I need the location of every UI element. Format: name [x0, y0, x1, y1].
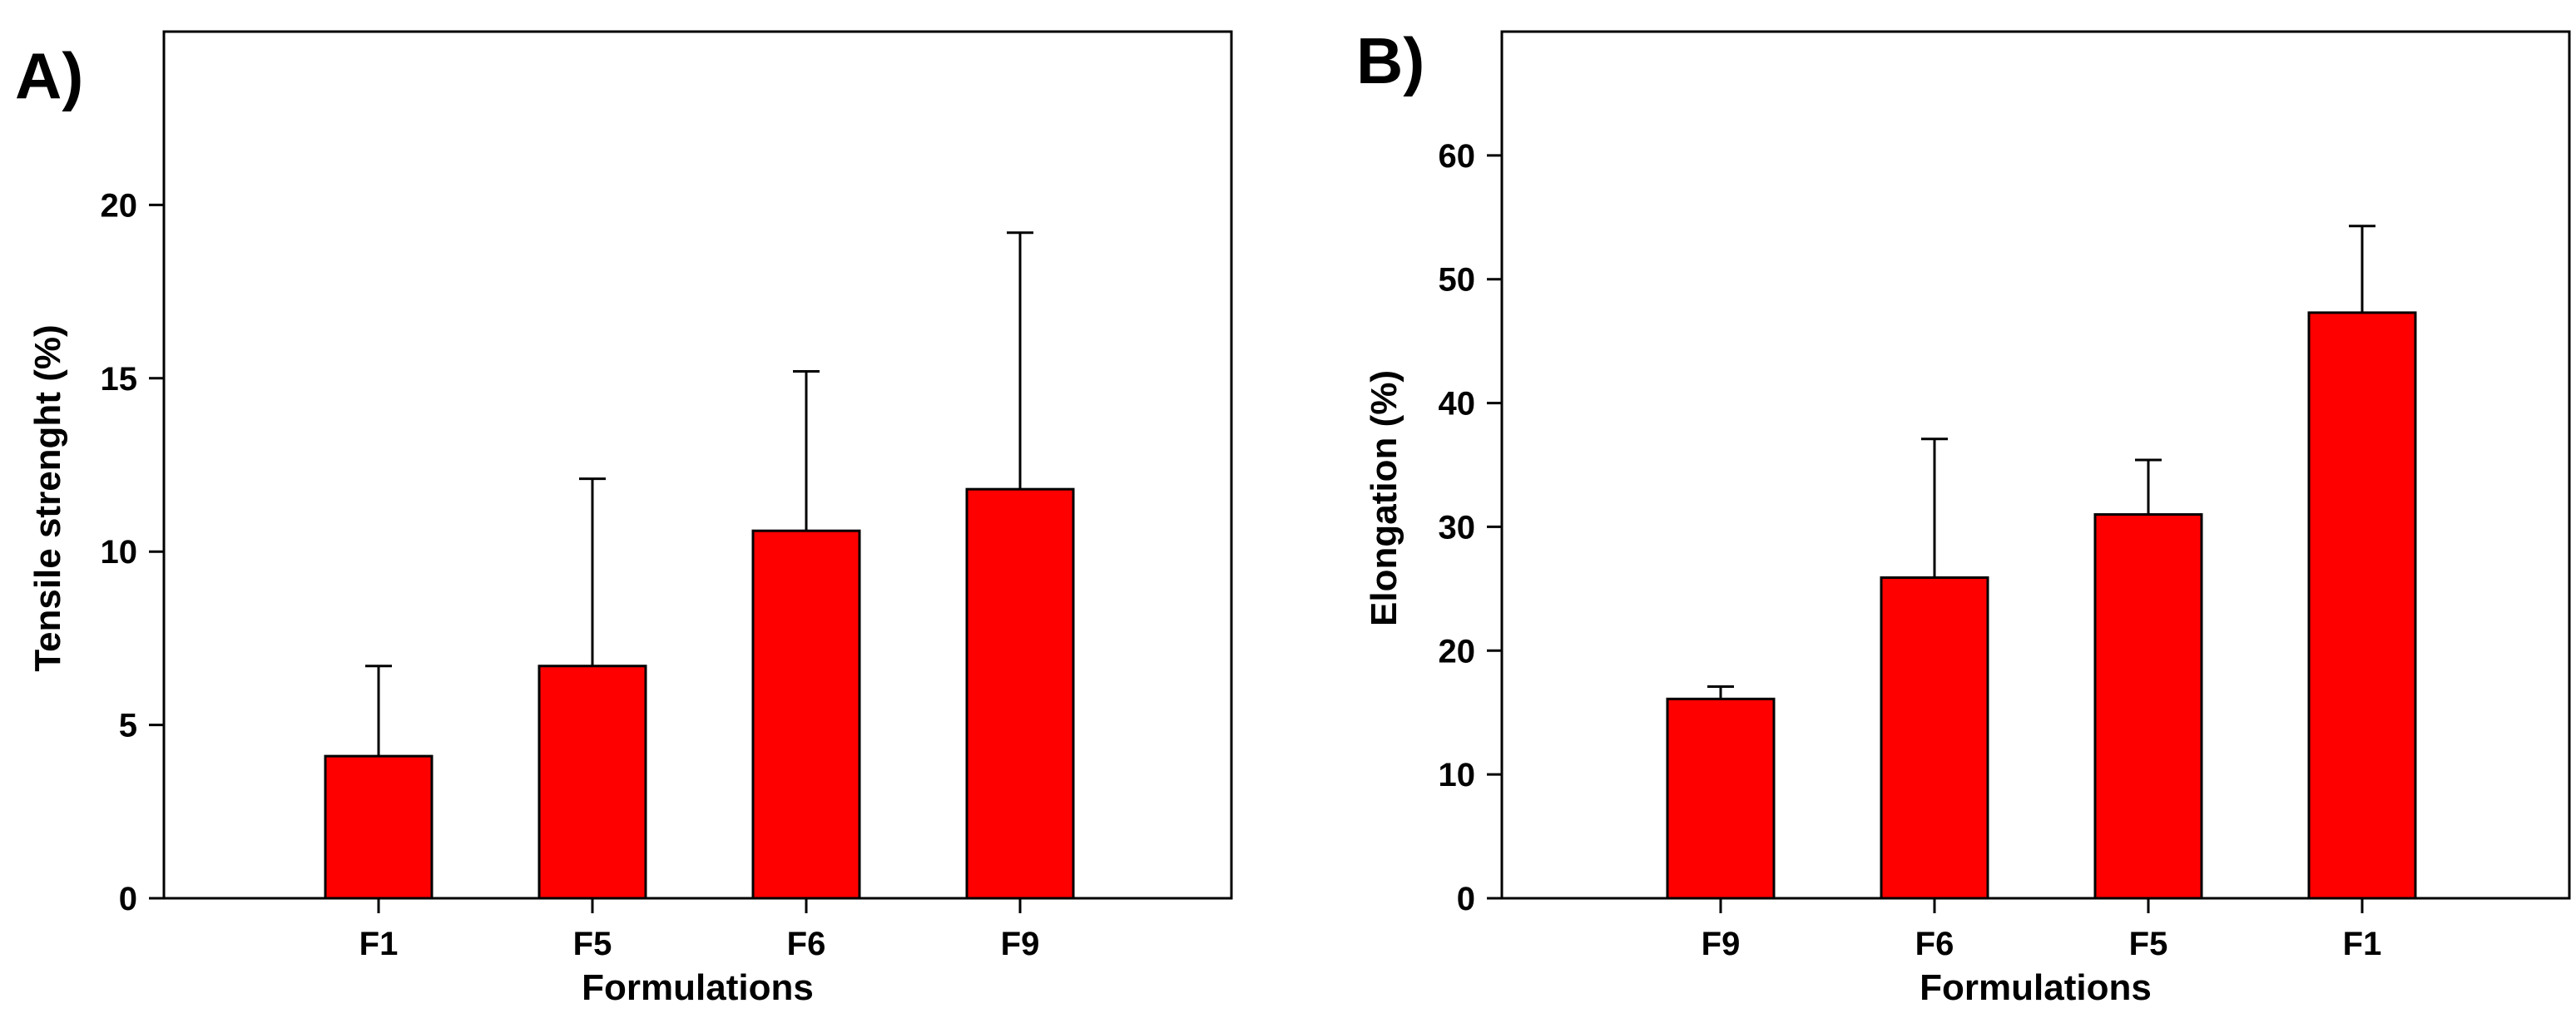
y-tick-label: 0 — [119, 881, 137, 917]
x-tick-label: F6 — [1915, 926, 1954, 962]
y-tick-label: 40 — [1439, 386, 1476, 423]
y-tick-label: 15 — [101, 361, 138, 398]
bar — [537, 665, 647, 900]
y-tick-label: 10 — [1439, 757, 1476, 793]
x-tick-label: F9 — [1702, 926, 1741, 962]
x-tick-label: F5 — [2129, 926, 2168, 962]
x-tick-label: F6 — [787, 926, 826, 962]
y-tick-label: 10 — [101, 534, 138, 571]
bar — [1666, 697, 1776, 900]
bar — [2093, 513, 2203, 900]
x-axis-title: Formulations — [582, 967, 814, 1008]
bar — [324, 754, 433, 900]
y-tick-label: 50 — [1439, 262, 1476, 299]
panel-label: B) — [1356, 24, 1424, 97]
y-tick-label: 30 — [1439, 509, 1476, 546]
bar — [965, 487, 1075, 900]
y-axis-title: Tensile strenght (%) — [27, 324, 68, 671]
panel-a-tensile-strength: A) 0 5 10 15 20 F1 F5 F6 F9 Formulations Tensile st… — [15, 30, 1233, 1008]
panel-label: A) — [15, 39, 83, 112]
y-axis-title: Elongation (%) — [1364, 370, 1404, 626]
plot-frame — [1500, 30, 2571, 900]
bar — [751, 529, 861, 900]
x-tick-label: F1 — [359, 926, 399, 962]
y-tick-label: 20 — [101, 187, 138, 224]
y-tick-label: 0 — [1457, 881, 1475, 917]
y-tick-label: 5 — [119, 708, 137, 744]
x-tick-label: F1 — [2343, 926, 2382, 962]
plot-frame — [162, 30, 1233, 900]
bar — [1880, 576, 1989, 900]
y-tick-label: 60 — [1439, 138, 1476, 175]
panel-b-elongation: B) 0 10 20 30 40 50 60 F9 F6 F5 F1 Formulations Elong… — [1356, 24, 2571, 1008]
bar — [2307, 311, 2417, 900]
y-tick-label: 20 — [1439, 633, 1476, 670]
x-axis-title: Formulations — [1920, 967, 2152, 1008]
x-tick-label: F9 — [1001, 926, 1040, 962]
x-tick-label: F5 — [573, 926, 612, 962]
